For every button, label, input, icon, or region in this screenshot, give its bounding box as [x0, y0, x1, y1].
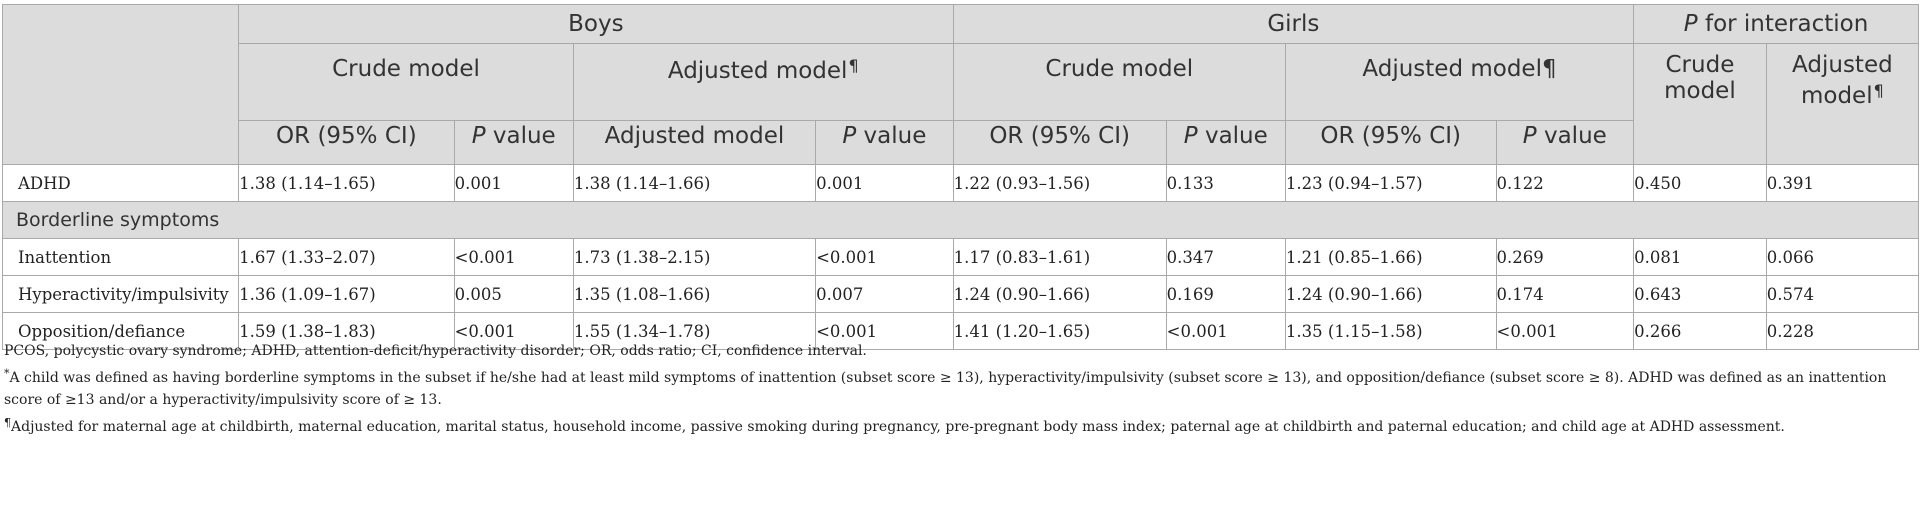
table-cell: <0.001: [1495, 312, 1635, 350]
table-cell: 1.59 (1.38–1.83): [238, 312, 455, 350]
interaction-crude-line1: Crude: [1665, 52, 1735, 78]
p-symbol: P: [1522, 123, 1537, 149]
table-cell: 0.574: [1765, 275, 1920, 313]
table-body: ADHD 1.38 (1.14–1.65) 0.001 1.38 (1.14–1…: [1, 164, 1920, 350]
table-cell: 1.38 (1.14–1.66): [572, 164, 817, 202]
interaction-crude-line2: model: [1664, 78, 1736, 104]
footnote-mark-para: ¶: [1873, 81, 1884, 100]
row-label: Hyperactivity/impulsivity: [1, 275, 240, 313]
footnote-mark-star: *: [4, 367, 10, 380]
table-cell: 0.450: [1633, 164, 1767, 202]
group-header-boys: Boys: [238, 4, 954, 44]
table-cell: 0.007: [815, 275, 954, 313]
section-label: Borderline symptoms: [2, 201, 1919, 239]
table-cell: 1.22 (0.93–1.56): [952, 164, 1167, 202]
table-row-adhd: ADHD 1.38 (1.14–1.65) 0.001 1.38 (1.14–1…: [1, 164, 1920, 202]
table-cell: 0.174: [1495, 275, 1635, 313]
subgroup-boys-adjusted-label: Adjusted model: [667, 58, 848, 84]
table-cell: 1.36 (1.09–1.67): [238, 275, 455, 313]
col-boys-or: OR (95% CI): [238, 120, 455, 165]
table-cell: 0.001: [453, 164, 574, 202]
table-cell: 1.67 (1.33–2.07): [238, 238, 455, 276]
table-row-hyperactivity: Hyperactivity/impulsivity 1.36 (1.09–1.6…: [1, 275, 1920, 313]
interaction-adjusted-line2: model: [1800, 83, 1873, 109]
col-girls-adjusted-p: P value: [1495, 120, 1635, 165]
table-cell: 1.41 (1.20–1.65): [952, 312, 1167, 350]
subgroup-interaction-crude: Crude model: [1633, 43, 1767, 165]
subgroup-boys-adjusted: Adjusted model¶: [572, 43, 954, 121]
table-cell: 1.38 (1.14–1.65): [238, 164, 455, 202]
p-label: value: [1197, 123, 1268, 149]
table-cell: 1.17 (0.83–1.61): [952, 238, 1167, 276]
subgroup-boys-crude: Crude model: [238, 43, 574, 121]
p-label: value: [1536, 123, 1607, 149]
footnote-mark-para: ¶: [4, 416, 11, 429]
table-cell: 1.35 (1.08–1.66): [572, 275, 817, 313]
table-cell: 1.24 (0.90–1.66): [952, 275, 1167, 313]
table-cell: 0.643: [1633, 275, 1767, 313]
section-row-borderline: Borderline symptoms: [2, 201, 1919, 239]
interaction-adjusted-line1: Adjusted: [1792, 52, 1893, 78]
interaction-label: for interaction: [1697, 11, 1869, 37]
table-cell: 0.391: [1765, 164, 1920, 202]
subgroup-girls-adjusted: Adjusted model¶: [1284, 43, 1635, 121]
footnote-adjustment-text: Adjusted for maternal age at childbirth,…: [11, 419, 1785, 435]
group-header-girls: Girls: [952, 4, 1635, 44]
table-cell: 0.122: [1495, 164, 1635, 202]
table-cell: <0.001: [453, 312, 574, 350]
table-cell: 0.169: [1165, 275, 1286, 313]
table-cell: 0.269: [1495, 238, 1635, 276]
table-cell: <0.001: [1165, 312, 1286, 350]
table-cell: 1.24 (0.90–1.66): [1284, 275, 1497, 313]
table-cell: 1.73 (1.38–2.15): [572, 238, 817, 276]
col-girls-adjusted-or: OR (95% CI): [1284, 120, 1497, 165]
table-cell: 0.266: [1633, 312, 1767, 350]
table-cell: 0.133: [1165, 164, 1286, 202]
row-label: Inattention: [1, 238, 240, 276]
results-table: Boys Girls P for interaction Crude model…: [1, 4, 1920, 350]
col-boys-p: P value: [453, 120, 574, 165]
group-header-interaction: P for interaction: [1633, 4, 1919, 44]
table-cell: 1.55 (1.34–1.78): [572, 312, 817, 350]
table-cell: <0.001: [815, 238, 954, 276]
col-boys-adjusted: Adjusted model: [572, 120, 817, 165]
subgroup-interaction-adjusted: Adjusted model¶: [1765, 43, 1920, 165]
table-footnotes: PCOS, polycystic ovary syndrome; ADHD, a…: [4, 340, 1919, 439]
footnote-abbreviations: PCOS, polycystic ovary syndrome; ADHD, a…: [4, 343, 867, 359]
p-symbol: P: [842, 123, 857, 149]
header-corner: [1, 4, 240, 165]
p-symbol: P: [1683, 11, 1698, 37]
table-cell: 1.23 (0.94–1.57): [1284, 164, 1497, 202]
table-row-opposition: Opposition/defiance 1.59 (1.38–1.83) <0.…: [1, 312, 1920, 350]
col-boys-adjusted-p: P value: [815, 120, 954, 165]
footnote-adjustment: ¶Adjusted for maternal age at childbirth…: [4, 412, 1919, 438]
table-cell: 0.081: [1633, 238, 1767, 276]
table-cell: <0.001: [453, 238, 574, 276]
table-cell: 0.347: [1165, 238, 1286, 276]
subgroup-girls-crude: Crude model: [952, 43, 1286, 121]
p-label: value: [485, 123, 556, 149]
table-cell: 0.228: [1765, 312, 1920, 350]
p-symbol: P: [471, 123, 486, 149]
footnote-borderline-text: A child was defined as having borderline…: [4, 370, 1887, 408]
table-cell: 1.21 (0.85–1.66): [1284, 238, 1497, 276]
col-girls-p: P value: [1165, 120, 1286, 165]
table-cell: 0.001: [815, 164, 954, 202]
footnote-borderline-definition: *A child was defined as having borderlin…: [4, 363, 1919, 411]
p-symbol: P: [1183, 123, 1198, 149]
table-cell: 1.35 (1.15–1.58): [1284, 312, 1497, 350]
row-label: ADHD: [1, 164, 240, 202]
table-header: Boys Girls P for interaction Crude model…: [1, 4, 1920, 165]
table-row-inattention: Inattention 1.67 (1.33–2.07) <0.001 1.73…: [1, 238, 1920, 276]
footnote-mark-para: ¶: [848, 56, 859, 75]
row-label: Opposition/defiance: [1, 312, 240, 350]
p-label: value: [856, 123, 927, 149]
col-girls-or: OR (95% CI): [952, 120, 1167, 165]
table-cell: 0.066: [1765, 238, 1920, 276]
table-cell: 0.005: [453, 275, 574, 313]
